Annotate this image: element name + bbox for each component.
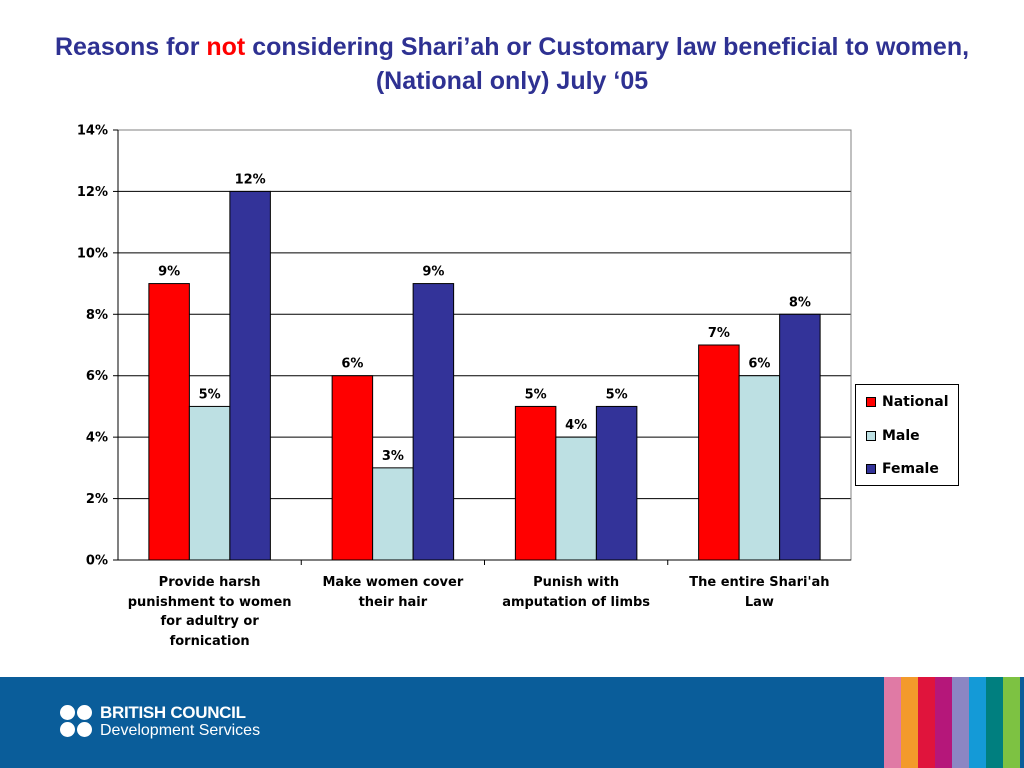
legend-label-male: Male (882, 428, 920, 444)
legend-swatch-national (866, 397, 876, 407)
legend-swatch-male (866, 431, 876, 441)
bar-male (738, 375, 781, 561)
bar-chart: 0% 2% 4% 6% 8% 10% 12% 14% 9% 5% 12% 6% 3% 9% 5% 4% 5% 7… (77, 124, 852, 569)
data-label: 8% (789, 295, 811, 310)
legend-item-female: Female (866, 459, 939, 479)
y-tick-label: 10% (77, 246, 108, 261)
legend-item-national: National (866, 392, 949, 412)
bar-national (514, 405, 557, 561)
bar-national (698, 344, 740, 561)
british-council-logo: BRITISH COUNCIL Development Services (60, 704, 260, 740)
color-stripe (935, 677, 952, 768)
brand-subtitle: Development Services (100, 722, 261, 739)
y-tick-label: 0% (86, 554, 108, 569)
footer-band: BRITISH COUNCIL Development Services (0, 677, 1024, 768)
title-prefix: Reasons for (54, 33, 207, 61)
color-stripe (969, 677, 986, 768)
bar-national (148, 283, 190, 561)
bar-female (229, 190, 271, 561)
color-stripe (901, 677, 918, 768)
bar-male (188, 405, 231, 561)
x-category-label: Punish with amputation of limbs (502, 575, 651, 610)
color-stripe (884, 677, 901, 768)
bar-male (555, 436, 597, 561)
data-label: 5% (525, 387, 547, 402)
slide-title: Reasons for not considering Shari’ah or … (30, 30, 994, 98)
legend-label-national: National (882, 394, 949, 410)
data-label: 12% (235, 172, 266, 187)
data-label: 9% (158, 265, 180, 280)
legend-swatch-female (866, 464, 876, 474)
color-stripe (986, 677, 1003, 768)
data-label: 3% (382, 449, 404, 464)
bar-female (595, 405, 638, 561)
x-category-label: Make women cover their hair (322, 575, 464, 610)
bar-female (412, 283, 455, 561)
color-stripe (952, 677, 969, 768)
y-tick-label: 6% (86, 369, 108, 384)
axes: 0% 2% 4% 6% 8% 10% 12% 14% (77, 124, 852, 569)
brand-name: BRITISH COUNCIL (100, 703, 246, 722)
bar-male (372, 467, 414, 561)
data-label: 6% (341, 357, 363, 372)
y-tick-label: 4% (86, 431, 108, 446)
title-emphasis: not (206, 33, 246, 61)
data-labels: 9% 5% 12% 6% 3% 9% 5% 4% 5% 7% 6% 8% (158, 172, 811, 463)
data-label: 5% (199, 387, 221, 402)
data-label: 7% (708, 326, 730, 341)
legend-label-female: Female (882, 461, 939, 477)
x-category-label: The entire Shari'ah Law (689, 575, 830, 610)
color-stripe (918, 677, 935, 768)
data-label: 4% (565, 418, 587, 433)
y-tick-label: 12% (77, 185, 108, 200)
data-label: 6% (748, 357, 770, 372)
x-category-label: Provide harsh punishment to women for ad… (127, 575, 292, 649)
bars (148, 190, 821, 561)
legend: National Male Female (855, 384, 959, 486)
data-label: 9% (422, 265, 444, 280)
legend-item-male: Male (866, 426, 920, 446)
y-tick-label: 14% (77, 124, 108, 139)
title-suffix: considering Shari’ah or Customary law be… (245, 33, 970, 95)
logo-dots-icon (60, 705, 94, 739)
y-tick-label: 8% (86, 308, 108, 323)
color-stripe (1003, 677, 1020, 768)
bar-female (779, 313, 821, 561)
bar-national (331, 375, 374, 561)
y-tick-label: 2% (86, 492, 108, 507)
color-stripes (884, 677, 1020, 768)
data-label: 5% (606, 387, 628, 402)
